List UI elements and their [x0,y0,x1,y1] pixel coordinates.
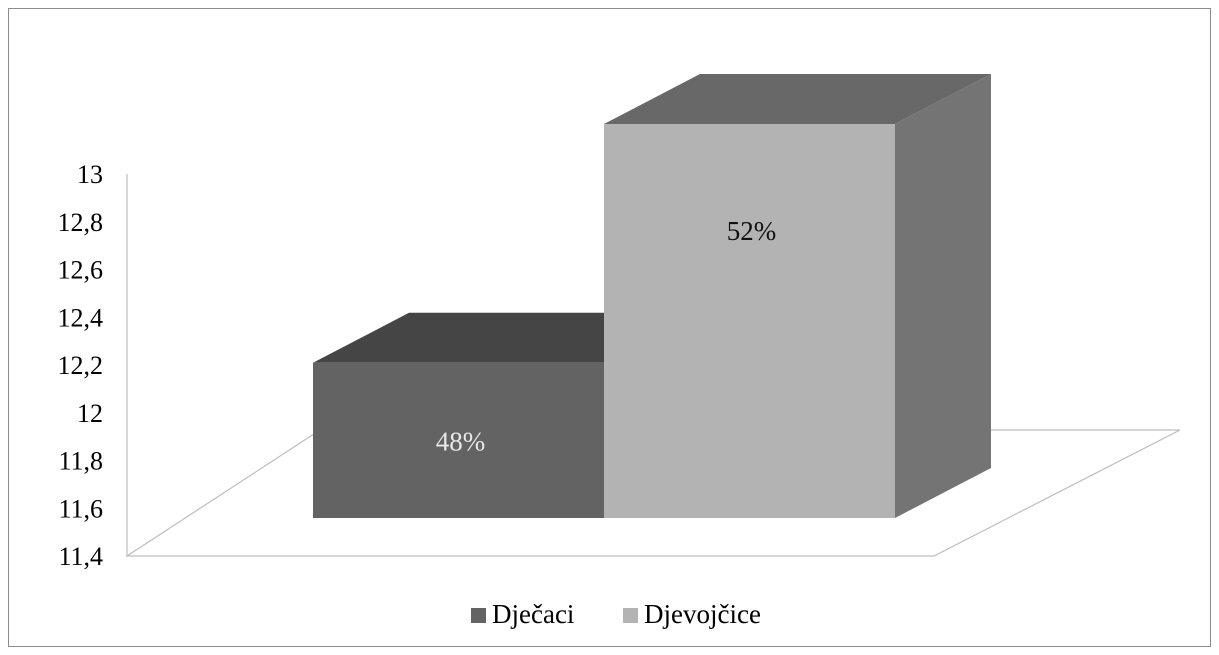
y-tick-label: 11,6 [58,494,103,523]
y-tick-label: 12,6 [58,256,104,285]
legend-label: Dječaci [492,599,574,629]
legend-item: Dječaci [471,599,574,629]
y-tick-label: 12,2 [58,351,104,380]
chart-floor [124,429,1181,557]
bar-front-face [604,124,895,518]
legend-swatch [623,608,638,623]
legend-swatch [471,608,486,623]
bar-top-face [604,74,991,124]
bar-data-label: 52% [727,216,777,246]
bar-data-label: 48% [436,426,486,456]
y-tick-label: 12,4 [58,303,104,332]
bar-front-face [313,362,604,518]
bar-side-face [895,74,991,518]
legend-item: Djevojčice [623,599,761,629]
y-tick-label: 13 [77,160,103,189]
y-tick-label: 12 [77,399,103,428]
legend: Dječaci Djevojčice [471,599,761,629]
bar-1: 48% [313,312,700,518]
bar-top-face [313,312,700,363]
y-tick-label: 12,8 [58,208,104,237]
y-axis-ticks: 13 12,8 12,6 12,4 12,2 12 11,8 11,6 11,4 [58,160,104,571]
bar-2: 52% [604,74,991,518]
y-tick-label: 11,8 [58,447,103,476]
y-tick-label: 11,4 [58,542,103,571]
bar-group: 48% 52% [313,74,991,518]
legend-label: Djevojčice [644,599,761,629]
